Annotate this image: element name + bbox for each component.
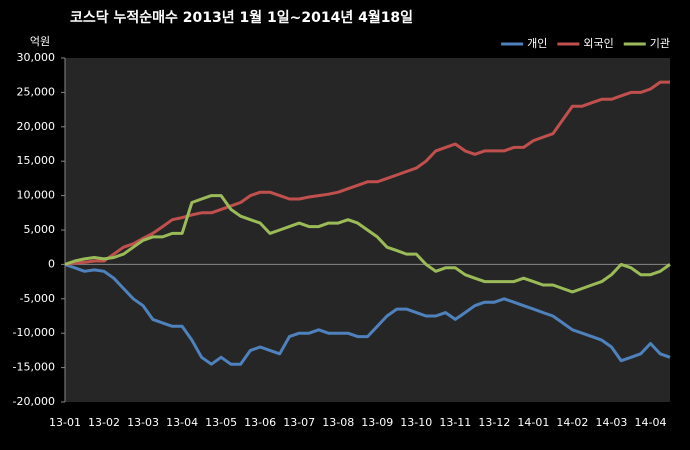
legend-label: 외국인 xyxy=(583,37,613,50)
series-line xyxy=(64,80,670,266)
y-axis-label: 억원 xyxy=(30,35,50,48)
y-tick-label: -15,000 xyxy=(13,361,55,374)
y-tick-label: 0 xyxy=(48,257,55,270)
series-line xyxy=(64,194,671,294)
x-tick-label: 13-03 xyxy=(127,416,159,429)
series-line xyxy=(64,262,671,366)
x-tick-label: 13-12 xyxy=(478,416,510,429)
x-tick-label: 13-05 xyxy=(205,416,237,429)
y-tick-label: -5,000 xyxy=(20,292,55,305)
x-tick-label: 14-04 xyxy=(634,416,666,429)
x-tick-label: 13-11 xyxy=(439,416,471,429)
x-tick-label: 13-07 xyxy=(283,416,315,429)
x-tick-label: 13-01 xyxy=(49,416,81,429)
x-tick-label: 13-02 xyxy=(88,416,120,429)
x-tick-label: 13-04 xyxy=(166,416,198,429)
x-tick-label: 14-01 xyxy=(517,416,549,429)
y-tick-label: 30,000 xyxy=(17,51,56,64)
y-tick-label: 5,000 xyxy=(24,223,56,236)
x-tick-label: 14-03 xyxy=(595,416,627,429)
y-tick-label: 10,000 xyxy=(17,189,56,202)
chart-title: 코스닥 누적순매수 2013년 1월 1일~2014년 4월18일 xyxy=(70,9,413,26)
y-tick-label: -20,000 xyxy=(13,395,55,408)
legend-label: 개인 xyxy=(527,37,547,50)
x-tick-label: 13-10 xyxy=(400,416,432,429)
legend-label: 기관 xyxy=(650,37,670,50)
y-tick-label: -10,000 xyxy=(13,326,55,339)
x-tick-label: 13-09 xyxy=(361,416,393,429)
y-tick-label: 25,000 xyxy=(17,85,56,98)
y-tick-label: 20,000 xyxy=(17,120,56,133)
x-tick-label: 13-06 xyxy=(244,416,276,429)
x-tick-label: 14-02 xyxy=(556,416,588,429)
x-tick-label: 13-08 xyxy=(322,416,354,429)
y-tick-label: 15,000 xyxy=(17,154,56,167)
